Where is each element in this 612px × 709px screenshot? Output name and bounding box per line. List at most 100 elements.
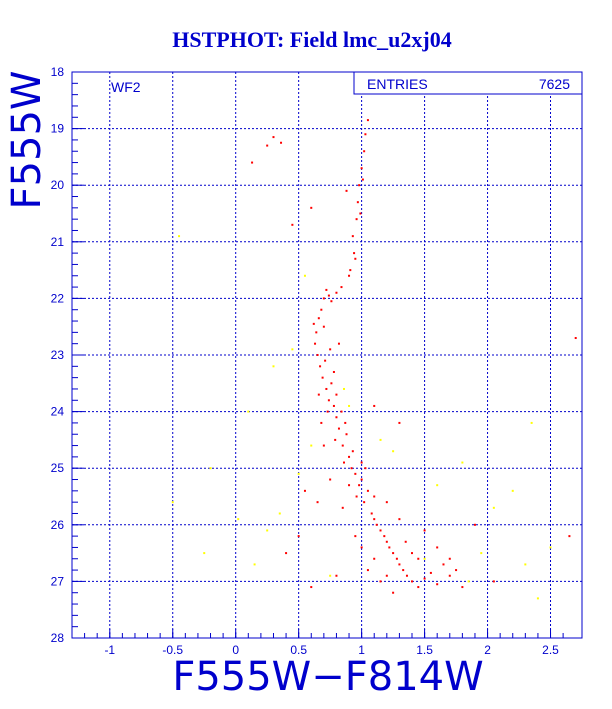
stats-box: ENTRIES 7625 [353,71,583,95]
data-point [272,365,275,368]
x-axis-title: F555W−F814W [172,654,483,700]
data-point [178,235,181,238]
data-point [383,535,386,538]
data-point [436,546,439,549]
data-point [322,444,325,447]
y-tick-label: 27 [51,574,65,588]
data-point [448,574,451,577]
data-point [574,337,577,340]
data-point [325,288,328,291]
data-point [266,529,269,532]
data-point [373,518,376,521]
data-point [330,300,333,303]
data-point [251,161,254,164]
data-point [291,348,294,351]
data-point [319,365,322,368]
data-point [320,308,323,311]
x-tick-label: 2 [484,643,491,657]
data-point [492,506,495,509]
data-point [395,557,398,560]
data-point [392,450,395,453]
data-point [360,167,363,170]
data-point [317,393,320,396]
data-point [341,444,344,447]
data-point [297,472,300,475]
data-point [379,529,382,532]
data-point [398,421,401,424]
data-point [360,461,363,464]
data-point [392,591,395,594]
data-point [385,574,388,577]
data-point [364,133,367,136]
data-point [329,478,332,481]
x-tick-label: -1 [104,643,115,657]
data-point [363,501,366,504]
data-point [329,574,332,577]
y-axis-title: F555W [4,71,50,210]
data-point [209,467,212,470]
data-point [312,322,315,325]
data-point [436,583,439,586]
data-point [332,370,335,373]
data-point [355,495,358,498]
data-point [340,286,343,289]
data-point [354,472,357,475]
data-point [473,523,476,526]
data-point [568,535,571,538]
data-point [442,563,445,566]
data-point [321,376,324,379]
data-point [373,404,376,407]
panel-label: WF2 [111,79,141,95]
data-point [322,297,325,300]
x-tick-label: 1.5 [416,643,433,657]
data-point [370,512,373,515]
data-point [398,518,401,521]
data-point [348,274,351,277]
data-point [360,546,363,549]
data-point [337,342,340,345]
y-tick-label: 20 [51,178,65,192]
data-point [343,387,345,390]
data-point [348,404,351,407]
data-point [467,580,470,583]
data-point [340,410,343,413]
data-point [326,410,329,413]
data-point [480,552,483,555]
data-point [417,557,420,560]
data-point [358,184,361,187]
data-point [351,450,354,453]
data-point [316,501,319,504]
data-point [303,274,306,277]
data-point [353,252,356,255]
data-point [388,546,391,549]
data-point [329,348,332,351]
data-point [385,540,388,543]
data-point [272,136,275,139]
data-point [171,501,174,504]
data-point [350,467,353,470]
stats-entries-label: ENTRIES [367,76,428,92]
grid-lines [72,72,582,638]
y-tick-label: 28 [51,631,65,645]
data-point [549,546,552,549]
data-point [315,331,318,334]
data-point [379,580,382,583]
x-tick-label: 0 [232,643,239,657]
y-tick-label: 21 [51,235,65,249]
data-point [317,317,320,320]
data-point [417,586,420,589]
data-point [297,535,300,538]
data-point [373,557,376,560]
x-tick-label: 2.5 [542,643,559,657]
data-point [253,563,256,566]
data-points [171,119,577,600]
data-point [360,478,363,481]
chart-title: HSTPHOT: Field lmc_u2xj04 [172,27,451,52]
data-point [327,399,330,402]
data-point [379,438,382,441]
data-point [322,325,325,328]
data-point [335,416,338,419]
data-point [373,495,376,498]
y-tick-label: 19 [51,122,65,136]
